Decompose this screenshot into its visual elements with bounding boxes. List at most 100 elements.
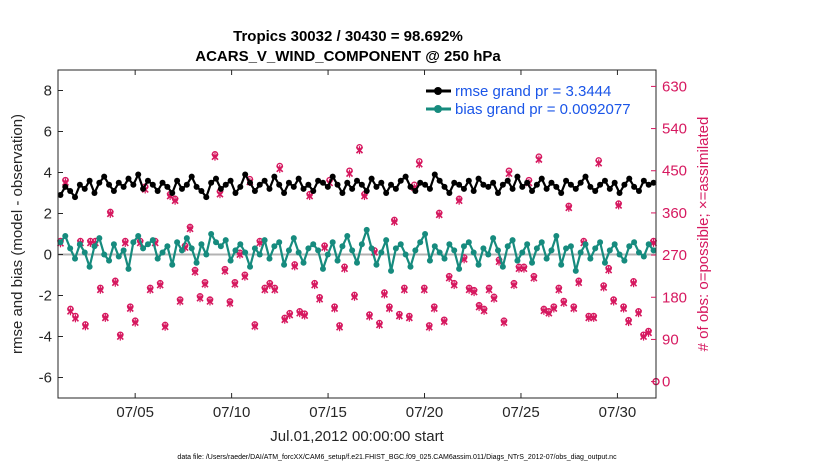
rmse-point [144, 177, 151, 184]
rmse-point [174, 177, 181, 184]
rmse-point [193, 183, 200, 190]
rmse-point [363, 187, 370, 194]
rmse-point [422, 181, 429, 188]
rmse-point [271, 173, 278, 180]
rmse-point [470, 187, 477, 194]
obs-assimilated-point [644, 328, 653, 337]
bias-point [543, 255, 550, 262]
rmse-point [256, 181, 263, 188]
rmse-point [169, 190, 176, 196]
obs-assimilated-point [455, 196, 463, 205]
bias-point [140, 245, 147, 252]
rmse-point [640, 177, 647, 184]
bias-point [553, 233, 560, 240]
left-y-tick-label: -6 [39, 370, 52, 387]
bias-point [597, 239, 604, 246]
bias-point [446, 241, 453, 248]
obs-assimilated-point [570, 304, 578, 313]
rmse-point [232, 190, 239, 196]
bias-point [519, 249, 526, 256]
x-tick-label: 07/10 [213, 404, 251, 421]
bias-point [72, 255, 79, 262]
bias-point [363, 226, 370, 233]
obs-assimilated-point [634, 309, 643, 318]
bias-point [222, 237, 229, 244]
bias-point [285, 247, 292, 254]
bias-point [402, 251, 409, 258]
rmse-point [159, 179, 166, 186]
bias-point [310, 241, 317, 248]
right-y-axis-label: # of obs: o=possible; ×=assimilated [695, 117, 712, 352]
bias-point [266, 255, 273, 262]
obs-assimilated-point [116, 332, 124, 341]
rmse-point [110, 187, 117, 194]
obs-assimilated-point [131, 318, 139, 327]
obs-assimilated-point [360, 192, 369, 201]
obs-assimilated-point [276, 164, 284, 173]
rmse-point [203, 194, 210, 201]
rmse-point [120, 183, 127, 190]
bias-point [397, 241, 404, 248]
obs-assimilated-point [485, 285, 493, 294]
rmse-point [373, 183, 380, 190]
plot-background [58, 70, 656, 398]
bias-point [101, 251, 108, 258]
obs-assimilated-point [565, 203, 573, 212]
obs-assimilated-point [335, 323, 344, 332]
bias-point [149, 237, 156, 244]
bias-point [344, 233, 351, 240]
obs-assimilated-point [445, 274, 453, 283]
rmse-point [538, 175, 545, 182]
obs-assimilated-point [520, 264, 528, 273]
bias-point [514, 257, 521, 264]
obs-assimilated-point [340, 264, 349, 273]
bias-point [144, 241, 151, 248]
rmse-point [96, 179, 103, 186]
bias-point [174, 239, 181, 246]
rmse-point [529, 187, 536, 194]
bias-point [582, 241, 589, 248]
rmse-point [62, 183, 69, 190]
bias-point [417, 239, 424, 246]
bias-series-layer [57, 226, 657, 274]
obs-assimilated-point [111, 278, 119, 287]
bias-point [631, 239, 638, 246]
legend: rmse grand pr = 3.3444 bias grand pr = 0… [426, 83, 631, 118]
obs-assimilated-point [221, 267, 229, 276]
rmse-point [329, 173, 336, 180]
bias-point [572, 267, 579, 274]
obs-assimilated-point [380, 290, 388, 299]
rmse-point [582, 173, 589, 180]
bias-point [494, 247, 501, 254]
rmse-point [101, 173, 108, 180]
bias-point [592, 245, 599, 252]
obs-assimilated-point [291, 262, 299, 271]
bias-point [67, 245, 74, 252]
bias-point [125, 265, 132, 272]
obs-assimilated-point [106, 209, 114, 218]
obs-assimilated-point [415, 160, 423, 169]
rmse-point [485, 183, 492, 190]
obs-assimilated-point [226, 299, 234, 308]
bias-point [217, 243, 224, 250]
rmse-point [412, 187, 419, 194]
bias-point [635, 249, 642, 256]
obs-assimilated-point [540, 306, 548, 315]
obs-count-layer [56, 144, 660, 386]
rmse-point [154, 187, 161, 194]
bias-point [606, 247, 613, 254]
bias-point [475, 261, 482, 268]
rmse-point [358, 181, 365, 188]
rmse-point [237, 183, 244, 190]
rmse-point [344, 179, 351, 186]
bias-point [451, 247, 458, 254]
bias-point [242, 249, 249, 256]
obs-assimilated-point [350, 292, 359, 301]
rmse-point [57, 192, 64, 199]
rmse-point [402, 173, 409, 180]
bias-point [130, 239, 137, 246]
bias-point [120, 247, 127, 254]
rmse-point [198, 187, 205, 194]
bias-point [300, 259, 307, 266]
bias-point [96, 235, 103, 242]
